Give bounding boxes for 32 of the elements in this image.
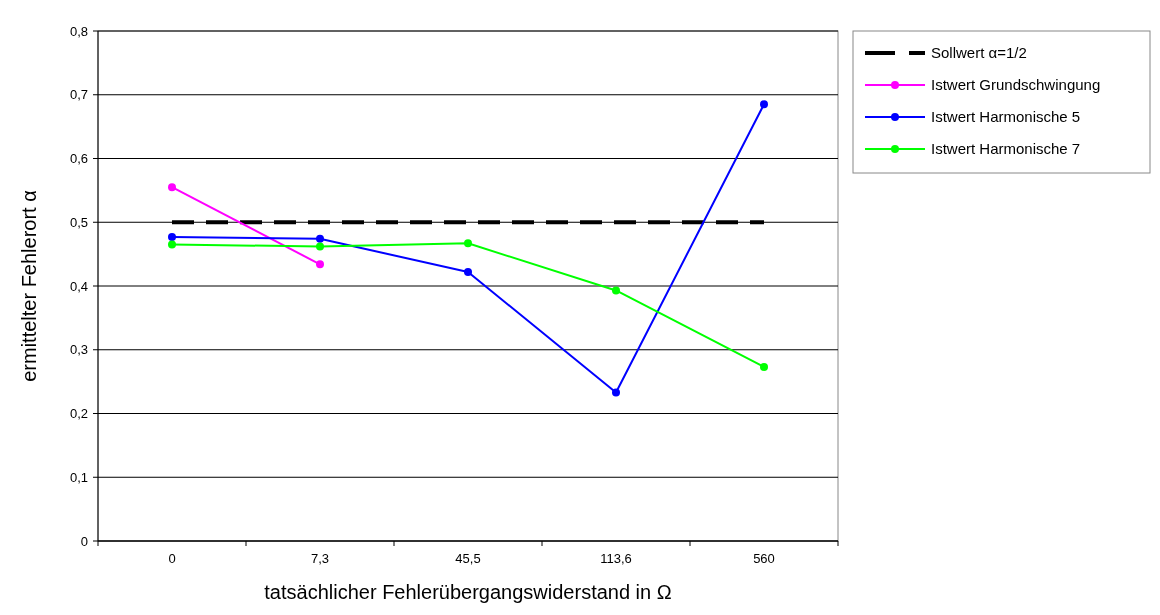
x-tick-label: 113,6 [600, 551, 632, 566]
y-tick-label: 0,6 [69, 151, 88, 167]
y-tick-label: 0,5 [69, 214, 88, 230]
point [168, 240, 176, 249]
y-tick-label: 0,3 [69, 342, 88, 358]
point [316, 234, 324, 243]
legend-label: Istwert Harmonische 7 [931, 140, 1081, 158]
point [760, 100, 768, 109]
x-tick-label: 7,3 [310, 551, 330, 566]
point [316, 260, 324, 269]
point [464, 267, 472, 276]
y-tick-label: 0,1 [69, 469, 88, 485]
point [168, 232, 176, 241]
point [168, 183, 176, 192]
x-axis-title: tatsächlicher Fehlerübergangswiderstand in Ω [264, 581, 672, 603]
y-tick-label: 0,4 [69, 278, 88, 294]
y-tick-label: 0,8 [69, 23, 88, 39]
y-tick-label: 0 [80, 533, 88, 549]
legend-label: Istwert Harmonische 5 [931, 108, 1081, 126]
x-tick-label: 0 [168, 551, 176, 566]
point [612, 388, 620, 397]
point [760, 362, 768, 371]
y-axis-title: ermittelter Fehlerort α [18, 190, 40, 382]
point [464, 239, 472, 248]
point [316, 242, 324, 251]
x-tick-label: 45,5 [455, 551, 481, 566]
x-tick-label: 560 [753, 551, 775, 566]
point [612, 286, 620, 295]
y-tick-label: 0,2 [69, 406, 88, 422]
legend-label: Istwert Grundschwingung [931, 76, 1101, 94]
legend-label: Sollwert α=1/2 [931, 44, 1027, 62]
y-tick-label: 0,7 [69, 87, 88, 103]
